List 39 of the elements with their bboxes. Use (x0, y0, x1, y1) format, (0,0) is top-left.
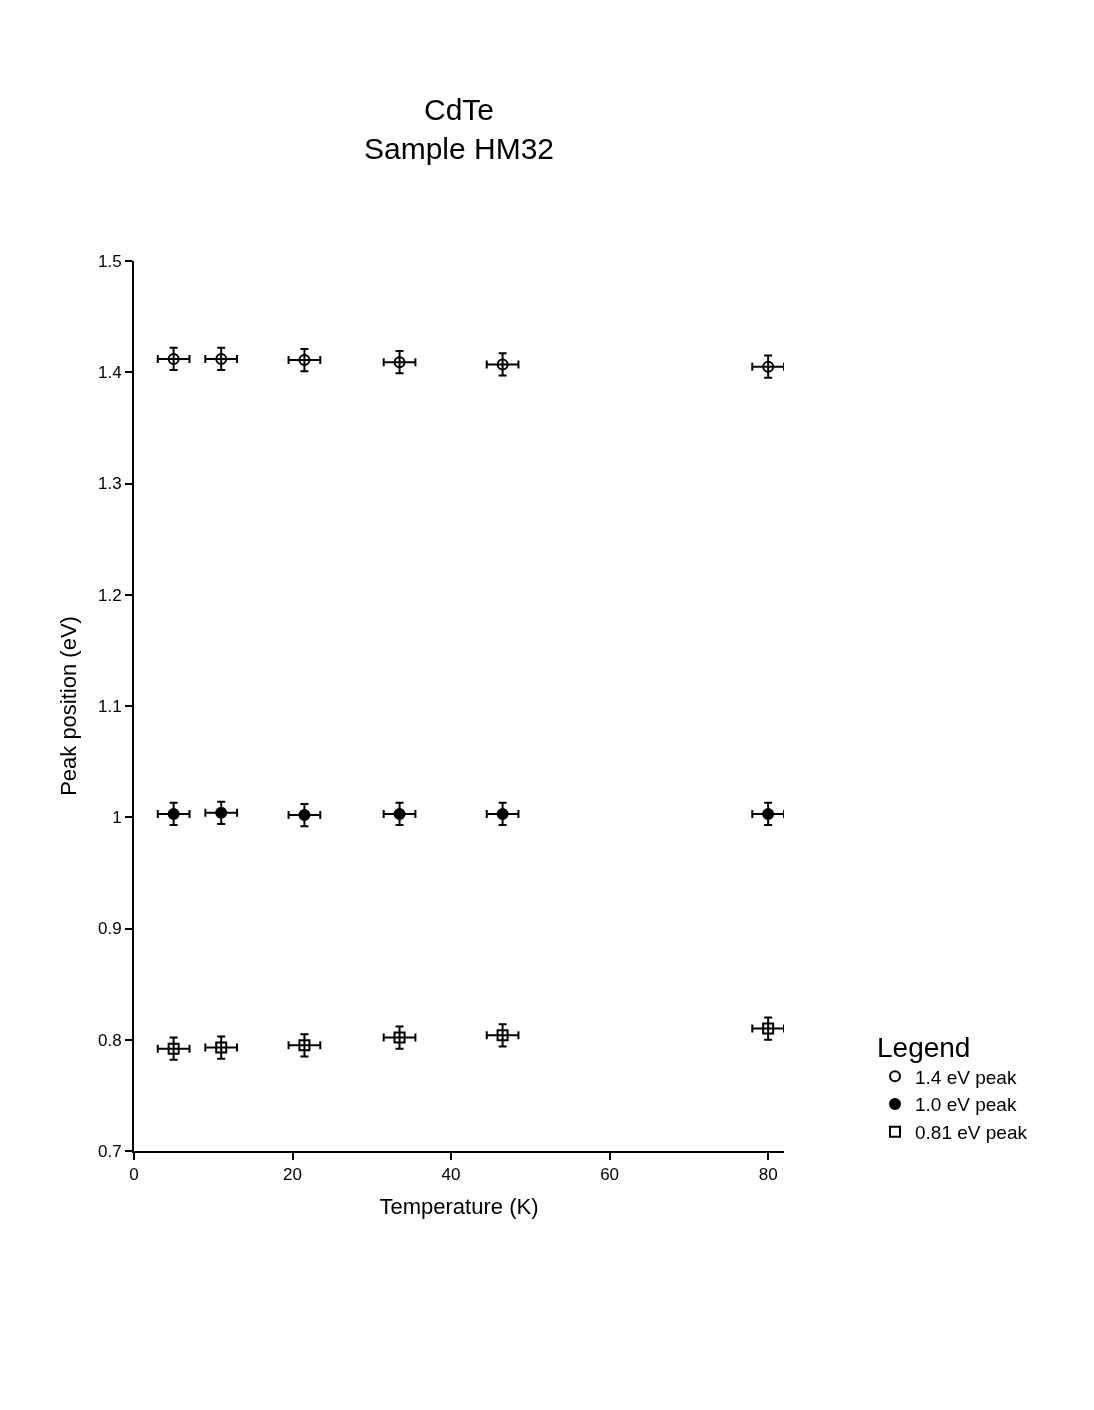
legend-label: 1.0 eV peak (915, 1094, 1017, 1116)
point (496, 1029, 509, 1042)
y-axis-title: Peak position (eV) (56, 616, 82, 796)
y-tick-label: 0.7 (97, 1141, 122, 1161)
point (496, 807, 509, 820)
point (215, 352, 228, 365)
point (215, 806, 228, 819)
point (762, 807, 775, 820)
y-tick-label: 0.9 (97, 919, 122, 939)
point (167, 807, 180, 820)
legend-label: 1.4 eV peak (915, 1066, 1017, 1088)
legend-label: 0.81 eV peak (915, 1122, 1028, 1144)
y-tick-label: 1 (112, 808, 122, 828)
point (215, 1041, 228, 1054)
x-tick-label: 60 (600, 1165, 620, 1185)
x-tick-label: 20 (283, 1165, 302, 1185)
point (298, 1039, 311, 1052)
point (298, 809, 311, 822)
x-tick-label: 0 (129, 1165, 139, 1185)
y-tick-label: 0.8 (97, 1030, 122, 1050)
point (496, 358, 509, 371)
x-tick-label: 40 (441, 1165, 461, 1185)
point (762, 1022, 775, 1035)
point (393, 356, 406, 369)
y-tick-label: 1.5 (97, 251, 122, 271)
y-tick-label: 1.3 (97, 474, 122, 494)
point (298, 354, 311, 367)
point (167, 1042, 180, 1055)
chart-title: CdTe Sample HM32 (363, 93, 555, 165)
y-tick-label: 1.1 (97, 696, 122, 716)
x-axis-title: Temperature (K) (379, 1193, 539, 1219)
x-tick-label: 80 (758, 1165, 778, 1185)
point (393, 1031, 406, 1044)
point (167, 352, 180, 365)
y-tick-label: 1.4 (97, 363, 122, 383)
legend-title: Legend (877, 1032, 971, 1064)
point (393, 807, 406, 820)
point (762, 360, 775, 373)
y-tick-label: 1.2 (97, 585, 122, 605)
